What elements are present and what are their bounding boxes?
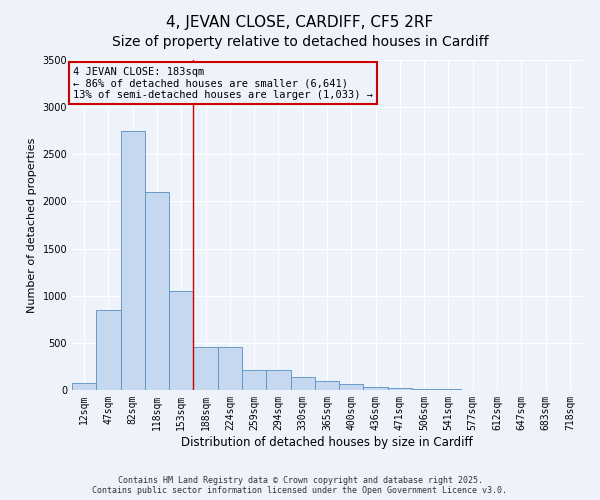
Text: 4 JEVAN CLOSE: 183sqm
← 86% of detached houses are smaller (6,641)
13% of semi-d: 4 JEVAN CLOSE: 183sqm ← 86% of detached … — [73, 66, 373, 100]
Bar — [339, 384, 364, 390]
Bar — [242, 370, 266, 390]
Bar — [412, 389, 436, 390]
Bar — [72, 383, 96, 390]
Bar — [193, 346, 218, 390]
X-axis label: Distribution of detached houses by size in Cardiff: Distribution of detached houses by size … — [181, 436, 473, 448]
Text: Contains HM Land Registry data © Crown copyright and database right 2025.
Contai: Contains HM Land Registry data © Crown c… — [92, 476, 508, 495]
Bar — [315, 380, 339, 390]
Bar — [436, 389, 461, 390]
Bar — [290, 377, 315, 390]
Text: Size of property relative to detached houses in Cardiff: Size of property relative to detached ho… — [112, 35, 488, 49]
Bar — [121, 130, 145, 390]
Bar — [145, 192, 169, 390]
Y-axis label: Number of detached properties: Number of detached properties — [27, 138, 37, 312]
Bar — [169, 291, 193, 390]
Bar — [218, 346, 242, 390]
Bar — [266, 370, 290, 390]
Bar — [388, 388, 412, 390]
Bar — [96, 310, 121, 390]
Text: 4, JEVAN CLOSE, CARDIFF, CF5 2RF: 4, JEVAN CLOSE, CARDIFF, CF5 2RF — [166, 15, 434, 30]
Bar — [364, 387, 388, 390]
